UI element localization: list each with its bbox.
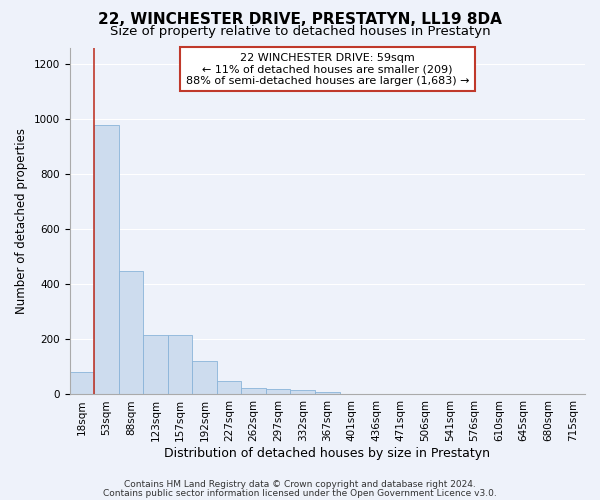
Bar xyxy=(192,362,217,394)
Bar xyxy=(143,336,168,394)
Text: 22, WINCHESTER DRIVE, PRESTATYN, LL19 8DA: 22, WINCHESTER DRIVE, PRESTATYN, LL19 8D… xyxy=(98,12,502,28)
Bar xyxy=(94,124,119,394)
Bar xyxy=(217,380,241,394)
Bar xyxy=(241,388,266,394)
X-axis label: Distribution of detached houses by size in Prestatyn: Distribution of detached houses by size … xyxy=(164,447,490,460)
Bar xyxy=(119,270,143,394)
Text: Contains public sector information licensed under the Open Government Licence v3: Contains public sector information licen… xyxy=(103,488,497,498)
Text: 22 WINCHESTER DRIVE: 59sqm
← 11% of detached houses are smaller (209)
88% of sem: 22 WINCHESTER DRIVE: 59sqm ← 11% of deta… xyxy=(185,52,469,86)
Text: Size of property relative to detached houses in Prestatyn: Size of property relative to detached ho… xyxy=(110,25,490,38)
Bar xyxy=(290,390,315,394)
Y-axis label: Number of detached properties: Number of detached properties xyxy=(15,128,28,314)
Bar xyxy=(70,372,94,394)
Text: Contains HM Land Registry data © Crown copyright and database right 2024.: Contains HM Land Registry data © Crown c… xyxy=(124,480,476,489)
Bar xyxy=(315,392,340,394)
Bar xyxy=(266,389,290,394)
Bar xyxy=(168,336,192,394)
